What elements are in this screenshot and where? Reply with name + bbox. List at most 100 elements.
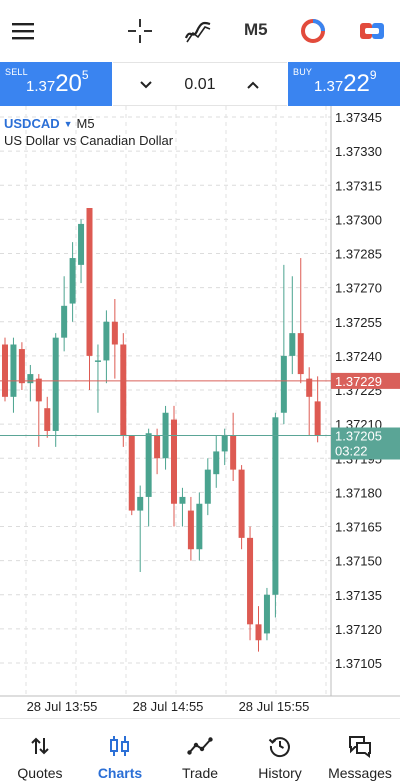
y-tick-label: 1.37345 [335, 110, 382, 125]
x-tick-label: 28 Jul 14:55 [133, 699, 204, 714]
quotes-icon [27, 733, 53, 759]
indicators-icon[interactable] [183, 16, 213, 46]
candle-body [196, 503, 203, 550]
buy-price: 1.37229 [314, 68, 377, 97]
symbol-timeframe: M5 [76, 116, 95, 131]
candle-body [187, 510, 194, 550]
ask-price-tag [331, 372, 400, 389]
price-chart[interactable]: 1.37345 1.37330 1.37315 1.37300 1.37285 1.372… [0, 106, 400, 718]
messages-icon [347, 733, 373, 759]
candle-body [35, 378, 42, 402]
y-tick-label: 1.37105 [335, 656, 382, 671]
candle-body [78, 223, 85, 265]
nav-item-history[interactable]: History [240, 719, 320, 784]
menu-icon[interactable] [8, 16, 38, 46]
nav-item-quotes[interactable]: Quotes [0, 719, 80, 784]
crosshair-icon[interactable] [125, 16, 155, 46]
candle-body [120, 344, 127, 436]
bar-countdown-label: 03:22 [335, 444, 368, 459]
y-tick-label: 1.37240 [335, 349, 382, 364]
y-tick-label: 1.37120 [335, 622, 382, 637]
candle-body [255, 624, 262, 641]
candle-body [289, 333, 296, 356]
top-toolbar: M5 [0, 0, 400, 62]
y-tick-label: 1.37285 [335, 247, 382, 262]
candle-body [213, 451, 220, 475]
bottom-navigation: Quotes Charts Trade History Messages [0, 718, 400, 784]
y-tick-label: 1.37300 [335, 212, 382, 227]
chart-type-icon[interactable] [298, 16, 328, 46]
nav-label-quotes: Quotes [17, 765, 63, 781]
nav-label-charts: Charts [97, 765, 143, 781]
nav-label-history: History [258, 765, 302, 781]
candle-body [204, 469, 211, 504]
nav-item-trade[interactable]: Trade [160, 719, 240, 784]
candle-body [280, 355, 287, 413]
symbol-name[interactable]: USDCAD [4, 116, 60, 131]
candle-body [272, 417, 279, 595]
candle-body [103, 321, 110, 361]
candle-body [306, 378, 313, 397]
candle-body [10, 344, 17, 397]
candle-body [18, 349, 25, 384]
sell-button[interactable]: SELL 1.37205 [0, 62, 112, 106]
candle-body [154, 435, 161, 459]
candle-body [314, 401, 321, 436]
bid-price-tag [331, 427, 400, 460]
y-tick-label: 1.37270 [335, 281, 382, 296]
y-tick-label: 1.37150 [335, 554, 382, 569]
x-tick-label: 28 Jul 15:55 [239, 699, 310, 714]
lot-size-value[interactable]: 0.01 [184, 76, 216, 93]
candle-body [94, 360, 101, 362]
ask-price-label: 1.37229 [335, 374, 382, 389]
history-icon [267, 733, 293, 759]
sell-price: 1.37205 [26, 68, 89, 97]
nav-item-messages[interactable]: Messages [320, 719, 400, 784]
candle-body [137, 496, 144, 511]
candle-body [230, 435, 237, 470]
trade-panel: SELL 1.37205 0.01 BUY 1.37229 [0, 62, 400, 106]
candle-body [27, 374, 34, 384]
candle-body [128, 435, 135, 511]
timeframe-button[interactable]: M5 [244, 20, 268, 39]
lot-size-control: 0.01 [113, 62, 287, 106]
y-tick-label: 1.37165 [335, 520, 382, 535]
candle-body [238, 469, 245, 538]
y-tick-label: 1.37330 [335, 144, 382, 159]
one-click-trading-icon[interactable] [357, 16, 387, 46]
charts-icon [107, 733, 133, 759]
buy-button[interactable]: BUY 1.37229 [288, 62, 400, 106]
y-tick-label: 1.37315 [335, 178, 382, 193]
candle-body [221, 435, 228, 452]
symbol-info: USDCAD ▼ M5 US Dollar vs Canadian Dollar [4, 116, 173, 148]
bid-price-label: 1.37205 [335, 429, 382, 444]
lot-increase-chevron-up-icon[interactable] [243, 75, 263, 95]
symbol-description: US Dollar vs Canadian Dollar [4, 133, 174, 148]
candle-body [86, 208, 93, 356]
buy-label: BUY [293, 67, 313, 77]
candle-body [297, 333, 304, 375]
candle-body [69, 258, 76, 304]
candle-body [2, 344, 8, 397]
nav-label-messages: Messages [328, 765, 392, 781]
candle-body [61, 305, 68, 338]
x-tick-label: 28 Jul 13:55 [27, 699, 98, 714]
y-tick-label: 1.37255 [335, 315, 382, 330]
lot-decrease-chevron-down-icon[interactable] [136, 75, 156, 95]
y-tick-label: 1.37180 [335, 485, 382, 500]
candle-body [52, 337, 59, 431]
candle-body [171, 419, 177, 504]
candle-body [145, 433, 152, 497]
sell-label: SELL [5, 67, 28, 77]
symbol-dropdown-caret-icon[interactable]: ▼ [63, 118, 73, 129]
candle-body [44, 408, 51, 431]
candle-body [247, 537, 254, 625]
nav-label-trade: Trade [181, 765, 219, 781]
candle-body [179, 496, 186, 504]
candle-body [263, 594, 270, 634]
y-tick-label: 1.37135 [335, 588, 382, 603]
chart-area[interactable]: 1.37345 1.37330 1.37315 1.37300 1.37285 1.372… [0, 106, 400, 718]
nav-item-charts[interactable]: Charts [80, 719, 160, 784]
trade-icon [187, 733, 213, 759]
candle-body [111, 321, 118, 345]
